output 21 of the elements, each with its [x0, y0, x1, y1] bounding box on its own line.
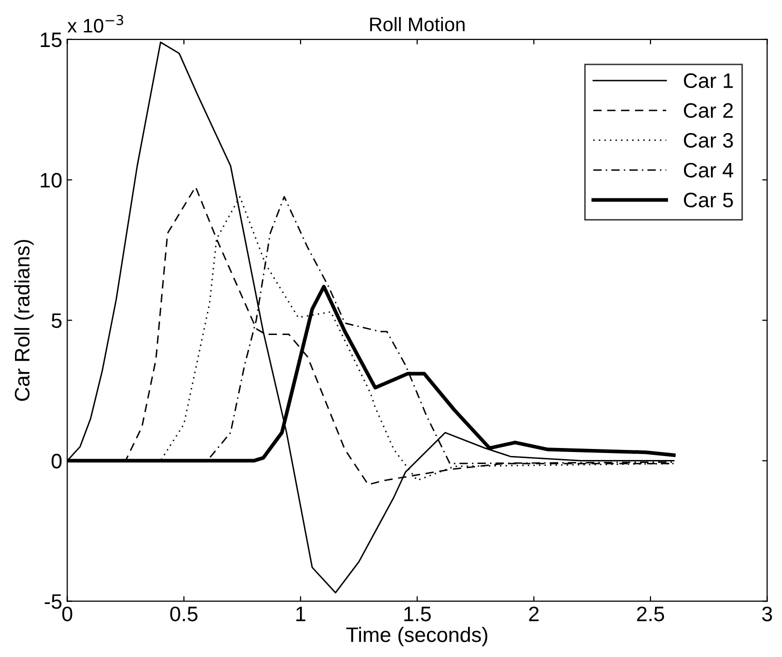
- y-tick-label: 5: [52, 314, 62, 328]
- legend-label: Car 5: [684, 192, 733, 208]
- y-tick-label: -5: [44, 594, 62, 609]
- legend-label: Car 1: [684, 73, 733, 88]
- x-tick-label: 2: [529, 606, 539, 622]
- x-axis-title: Time (seconds): [346, 626, 488, 646]
- legend-label: Car 2: [684, 103, 733, 118]
- y-tick-label: 10: [40, 172, 62, 188]
- text: x 10$^{−3}$: [67, 14, 124, 33]
- chart-title: Roll Motion: [370, 16, 465, 32]
- x-tick-label: 0: [62, 606, 72, 622]
- y-axis-title: Car Roll (radians): [14, 240, 34, 401]
- legend-label: Car 4: [684, 162, 734, 178]
- y-tick-label: 15: [40, 32, 62, 48]
- x-tick-label: 1.5: [404, 606, 431, 622]
- legend-label: Car 3: [684, 132, 733, 148]
- x-tick-label: 2.5: [637, 606, 664, 622]
- y-tick-label: 0: [52, 454, 62, 468]
- x-tick-label: 1: [296, 606, 306, 622]
- x-tick-label: 0.5: [170, 606, 198, 622]
- x-tick-label: 3: [762, 606, 772, 622]
